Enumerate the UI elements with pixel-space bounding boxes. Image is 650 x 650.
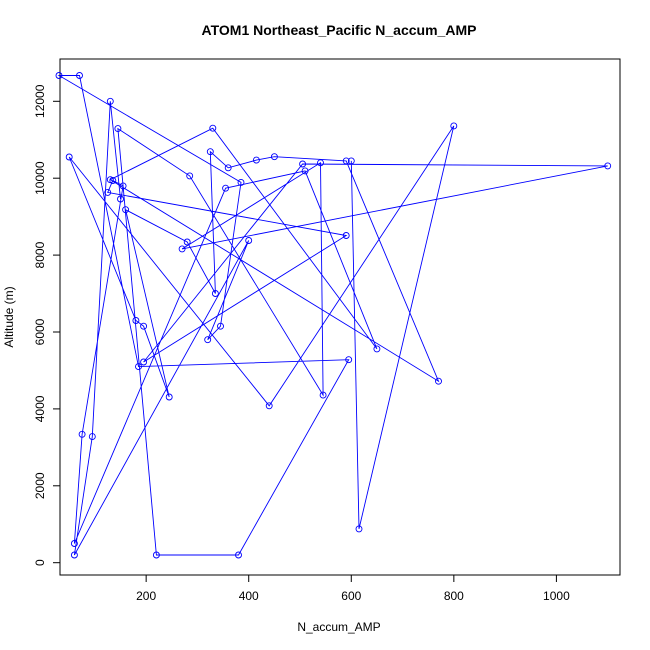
data-point [319,391,327,399]
x-tick-label: 600 [341,589,361,603]
y-tick-label: 8000 [33,241,47,268]
y-tick-label: 12000 [33,84,47,118]
data-point [114,125,122,133]
data-point [342,232,350,239]
data-point [132,317,140,324]
data-point [270,153,278,161]
data-point [604,162,612,170]
data-point [355,525,363,533]
data-point [104,188,112,196]
data-point [178,245,186,253]
data-point [252,156,260,164]
x-tick-label: 400 [239,589,259,603]
data-point [122,206,130,214]
data-point [224,164,232,172]
data-point [140,322,148,330]
data-point [347,157,355,165]
chart-title: ATOM1 Northeast_Pacific N_accum_AMP [202,22,477,38]
data-point [76,72,83,79]
data-point [165,393,173,401]
data-point [209,124,217,132]
data-point [70,540,78,547]
y-tick-label: 6000 [33,318,47,345]
data-point [299,160,307,168]
y-axis: 0 2000 4000 6000 8000 10000 12000 [33,84,61,566]
data-point [183,238,191,246]
data-point [109,177,117,184]
y-tick-label: 0 [33,559,47,566]
data-point [117,195,124,203]
data-point [217,322,224,330]
x-tick-label: 1000 [543,589,570,603]
data-point [152,551,160,559]
data-point [435,377,442,385]
data-point [65,153,73,161]
data-point [204,336,212,344]
data-point [206,148,214,156]
data-point [450,122,458,130]
data-point [140,358,148,366]
data-point [55,72,63,79]
data-point [78,430,86,438]
data-point [222,184,230,192]
data-point [237,178,245,186]
data-point [342,157,350,165]
data-point [211,290,219,297]
data-point [106,97,114,105]
data-point [265,402,273,410]
x-axis: 200 400 600 800 1000 [136,574,570,603]
data-point [186,172,194,180]
x-axis-label: N_accum_AMP [297,620,380,634]
data-point [373,345,381,353]
y-tick-label: 4000 [33,395,47,422]
series-layer [55,72,612,559]
data-point [235,551,242,559]
data-point [88,433,96,441]
y-tick-label: 2000 [33,472,47,499]
data-point [245,237,253,244]
data-point [345,356,353,364]
data-point [70,551,78,559]
x-tick-label: 200 [136,589,156,603]
data-point [119,182,127,190]
data-point [301,167,309,175]
x-tick-label: 800 [444,589,464,603]
data-point [317,159,324,167]
y-tick-label: 10000 [33,161,47,195]
y-axis-label: Altitude (m) [2,286,16,347]
data-point [135,363,142,371]
